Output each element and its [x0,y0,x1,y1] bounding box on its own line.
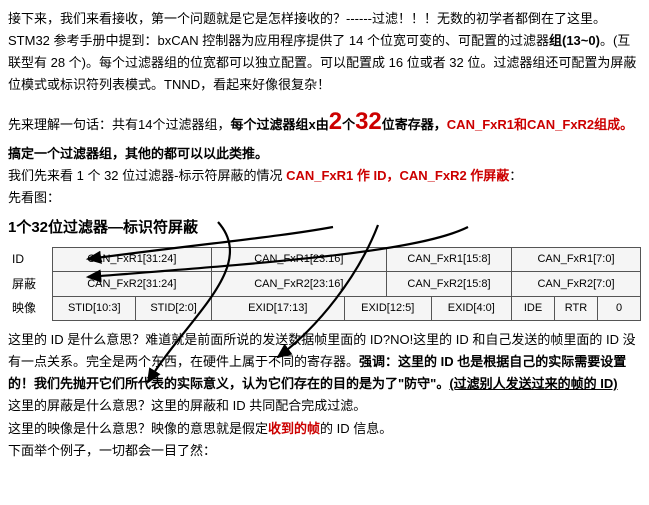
table-row-mask: 屏蔽 CAN_FxR2[31:24] CAN_FxR2[23:16] CAN_F… [8,272,641,296]
number-big: 2 [329,108,342,135]
table-row-id: ID CAN_FxR1[31:24] CAN_FxR1[23:16] CAN_F… [8,247,641,271]
cell: CAN_FxR2[23:16] [211,272,386,296]
paragraph-5: 我们先来看 1 个 32 位过滤器-标示符屏蔽的情况 CAN_FxR1 作 ID… [8,165,641,187]
paragraph-4: 搞定一个过滤器组，其他的都可以以此类推。 [8,143,641,165]
text: STM32 参考手册中提到：bxCAN 控制器为应用程序提供了 14 个位宽可变… [8,33,549,48]
text-bold: 组(13~0) [549,33,600,48]
cell: EXID[17:13] [211,296,344,320]
cell: CAN_FxR2[15:8] [387,272,512,296]
paragraph-9: 这里的映像是什么意思？映像的意思就是假定收到的帧的 ID 信息。 [8,418,641,440]
text: 我们先来看 1 个 32 位过滤器-标示符屏蔽的情况 [8,168,286,183]
cell: IDE [512,296,555,320]
cell: CAN_FxR2[7:0] [512,272,641,296]
text-emphasis: CAN_FxR1 作 ID，CAN_FxR2 作屏蔽 [286,168,509,183]
paragraph-7: 这里的 ID 是什么意思？难道就是前面所说的发送数据帧里面的 ID?NO!这里的… [8,329,641,395]
paragraph-10: 下面举个例子，一切都会一目了然： [8,440,641,462]
table-row-map: 映像 STID[10:3] STID[2:0] EXID[17:13] EXID… [8,296,641,320]
text: 的 ID 信息。 [320,421,392,436]
text-emphasis: 收到的帧 [268,421,320,436]
text: 这里的映像是什么意思？映像的意思就是假定 [8,421,268,436]
cell: STID[10:3] [53,296,136,320]
cell: CAN_FxR1[23:16] [211,247,386,271]
filter-table-wrap: ID CAN_FxR1[31:24] CAN_FxR1[23:16] CAN_F… [8,247,641,321]
cell: CAN_FxR1[31:24] [53,247,212,271]
text-bold: 个 [342,117,355,132]
text-bold: 每个过滤器组x由 [230,117,328,132]
cell: EXID[12:5] [344,296,431,320]
paragraph-3: 先来理解一句话：共有14个过滤器组，每个过滤器组x由2个32位寄存器，CAN_F… [8,102,641,143]
filter-table: ID CAN_FxR1[31:24] CAN_FxR1[23:16] CAN_F… [8,247,641,321]
paragraph-8: 这里的屏蔽是什么意思？这里的屏蔽和 ID 共同配合完成过滤。 [8,395,641,417]
section-title: 1个32位过滤器—标识符屏蔽 [8,215,641,241]
cell: CAN_FxR1[15:8] [387,247,512,271]
text: ： [509,168,522,183]
text-underline: (过滤别人发送过来的帧的 ID) [449,376,617,391]
text: 先来理解一句话：共有14个过滤器组， [8,117,230,132]
paragraph-1: 接下来，我们来看接收，第一个问题就是它是怎样接收的？------过滤！！！无数的… [8,8,641,30]
paragraph-2: STM32 参考手册中提到：bxCAN 控制器为应用程序提供了 14 个位宽可变… [8,30,641,96]
cell: EXID[4:0] [431,296,511,320]
cell: RTR [555,296,598,320]
row-label-id: ID [8,247,53,271]
register-names: CAN_FxR1和CAN_FxR2组成。 [447,117,633,132]
cell: STID[2:0] [136,296,211,320]
number-big: 32 [355,108,382,135]
cell: CAN_FxR1[7:0] [512,247,641,271]
row-label-mask: 屏蔽 [8,272,53,296]
cell: CAN_FxR2[31:24] [53,272,212,296]
cell: 0 [598,296,641,320]
row-label-map: 映像 [8,296,53,320]
text-bold: 位寄存器， [382,117,447,132]
paragraph-6: 先看图： [8,187,641,209]
